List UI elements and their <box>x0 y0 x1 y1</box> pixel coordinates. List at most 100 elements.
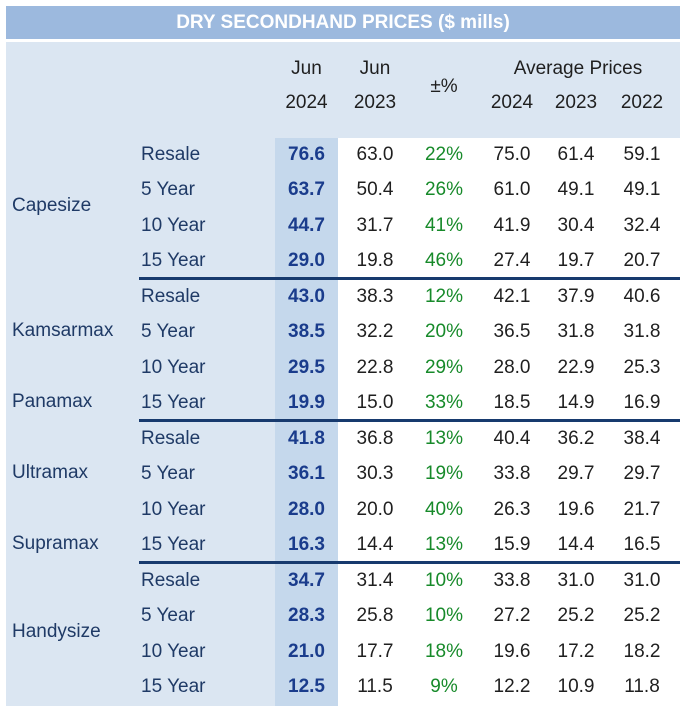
cell-avg-2024: 36.5 <box>493 321 531 342</box>
cell-avg-2023: 36.2 <box>557 428 595 449</box>
table-row: 15 Year 12.5 11.5 9% 12.2 10.9 11.8 <box>6 669 680 704</box>
cell-pct-change: 46% <box>424 250 464 271</box>
cell-pct-change: 22% <box>424 144 464 165</box>
row-label: 5 Year <box>141 179 195 200</box>
cell-avg-2022: 31.0 <box>623 570 661 591</box>
cell-pct-change: 20% <box>424 321 464 342</box>
cell-pct-change: 10% <box>424 605 464 626</box>
group-separator <box>139 277 680 280</box>
header-pct-change: ±% <box>430 76 458 97</box>
table-row: 10 Year 28.0 20.0 40% 26.3 19.6 21.7 <box>6 492 680 527</box>
cell-pct-change: 26% <box>424 179 464 200</box>
cell-avg-2023: 61.4 <box>557 144 595 165</box>
jun-2024-column-highlight <box>275 138 338 706</box>
cell-avg-2022: 29.7 <box>623 463 661 484</box>
header-avg-2022: 2022 <box>620 92 664 113</box>
table-row: 10 Year 29.5 22.8 29% 28.0 22.9 25.3 <box>6 350 680 385</box>
cell-avg-2022: 25.3 <box>623 357 661 378</box>
group-label-ultramax: Ultramax <box>12 462 89 483</box>
cell-avg-2023: 29.7 <box>557 463 595 484</box>
cell-pct-change: 9% <box>430 676 458 697</box>
cell-pct-change: 19% <box>424 463 464 484</box>
cell-avg-2024: 33.8 <box>493 463 531 484</box>
cell-avg-2023: 19.7 <box>557 250 595 271</box>
row-label: Resale <box>141 428 201 449</box>
cell-jun-2024: 16.3 <box>288 534 325 555</box>
cell-avg-2024: 19.6 <box>493 641 531 662</box>
table-row: Resale 76.6 63.0 22% 75.0 61.4 59.1 <box>6 137 680 172</box>
cell-jun-2024: 12.5 <box>288 676 325 697</box>
table-row: Resale 43.0 38.3 12% 42.1 37.9 40.6 <box>6 279 680 314</box>
cell-avg-2024: 27.4 <box>493 250 531 271</box>
price-table: DRY SECONDHAND PRICES ($ mills) Jun 2024… <box>6 6 680 706</box>
group-label-panamax: Panamax <box>12 391 93 412</box>
cell-avg-2023: 31.8 <box>557 321 595 342</box>
cell-jun-2024: 28.0 <box>288 499 325 520</box>
cell-jun-2023: 20.0 <box>356 499 394 520</box>
group-label-capesize: Capesize <box>12 195 92 216</box>
cell-jun-2024: 28.3 <box>288 605 325 626</box>
cell-avg-2022: 21.7 <box>623 499 661 520</box>
cell-jun-2024: 21.0 <box>288 641 325 662</box>
cell-avg-2022: 11.8 <box>624 676 660 697</box>
row-label: 10 Year <box>141 499 206 520</box>
cell-jun-2023: 11.5 <box>357 676 393 697</box>
cell-avg-2024: 18.5 <box>493 392 531 413</box>
cell-jun-2023: 25.8 <box>356 605 394 626</box>
cell-jun-2024: 38.5 <box>288 321 325 342</box>
cell-avg-2022: 20.7 <box>623 250 661 271</box>
row-label: Resale <box>141 286 201 307</box>
cell-pct-change: 10% <box>424 570 464 591</box>
cell-pct-change: 12% <box>424 286 464 307</box>
table-row: 5 Year 38.5 32.2 20% 36.5 31.8 31.8 <box>6 314 680 349</box>
cell-avg-2022: 18.2 <box>623 641 661 662</box>
table-row: Resale 41.8 36.8 13% 40.4 36.2 38.4 <box>6 421 680 456</box>
cell-avg-2022: 49.1 <box>623 179 661 200</box>
table-row: 5 Year 63.7 50.4 26% 61.0 49.1 49.1 <box>6 172 680 207</box>
cell-avg-2024: 75.0 <box>493 144 531 165</box>
row-label: 10 Year <box>141 641 206 662</box>
cell-avg-2023: 49.1 <box>557 179 595 200</box>
cell-jun-2023: 50.4 <box>356 179 394 200</box>
row-label: 15 Year <box>141 392 206 413</box>
cell-avg-2022: 38.4 <box>623 428 661 449</box>
cell-pct-change: 41% <box>424 215 464 236</box>
cell-jun-2024: 44.7 <box>288 215 325 236</box>
cell-avg-2024: 33.8 <box>493 570 531 591</box>
cell-avg-2023: 31.0 <box>557 570 595 591</box>
cell-avg-2022: 16.9 <box>623 392 661 413</box>
table-row: 10 Year 21.0 17.7 18% 19.6 17.2 18.2 <box>6 634 680 669</box>
row-label: Resale <box>141 144 201 165</box>
cell-jun-2024: 63.7 <box>288 179 325 200</box>
cell-avg-2023: 25.2 <box>557 605 595 626</box>
row-label: 15 Year <box>141 676 206 697</box>
header-jun-2023-year: 2023 <box>353 92 397 113</box>
cell-avg-2024: 41.9 <box>493 215 531 236</box>
cell-jun-2024: 19.9 <box>288 392 325 413</box>
cell-pct-change: 29% <box>424 357 464 378</box>
cell-avg-2022: 40.6 <box>623 286 661 307</box>
cell-jun-2023: 14.4 <box>356 534 394 555</box>
cell-avg-2023: 14.4 <box>557 534 595 555</box>
header-avg-2023: 2023 <box>554 92 598 113</box>
group-separator <box>139 561 680 564</box>
cell-jun-2023: 19.8 <box>356 250 394 271</box>
table-row: 5 Year 28.3 25.8 10% 27.2 25.2 25.2 <box>6 598 680 633</box>
cell-jun-2024: 41.8 <box>288 428 325 449</box>
cell-jun-2023: 38.3 <box>356 286 394 307</box>
table-row: 15 Year 19.9 15.0 33% 18.5 14.9 16.9 <box>6 385 680 420</box>
cell-jun-2023: 36.8 <box>356 428 394 449</box>
table-row: Resale 34.7 31.4 10% 33.8 31.0 31.0 <box>6 563 680 598</box>
cell-jun-2023: 15.0 <box>356 392 394 413</box>
row-label: 5 Year <box>141 321 195 342</box>
cell-pct-change: 33% <box>424 392 464 413</box>
cell-avg-2024: 26.3 <box>493 499 531 520</box>
cell-jun-2023: 31.7 <box>356 215 394 236</box>
row-label: 10 Year <box>141 215 206 236</box>
cell-jun-2024: 43.0 <box>288 286 325 307</box>
title-divider <box>6 39 680 42</box>
cell-avg-2022: 31.8 <box>623 321 661 342</box>
group-label-kamsarmax: Kamsarmax <box>12 320 114 341</box>
header-avg-2024: 2024 <box>490 92 534 113</box>
table-row: 15 Year 29.0 19.8 46% 27.4 19.7 20.7 <box>6 243 680 278</box>
